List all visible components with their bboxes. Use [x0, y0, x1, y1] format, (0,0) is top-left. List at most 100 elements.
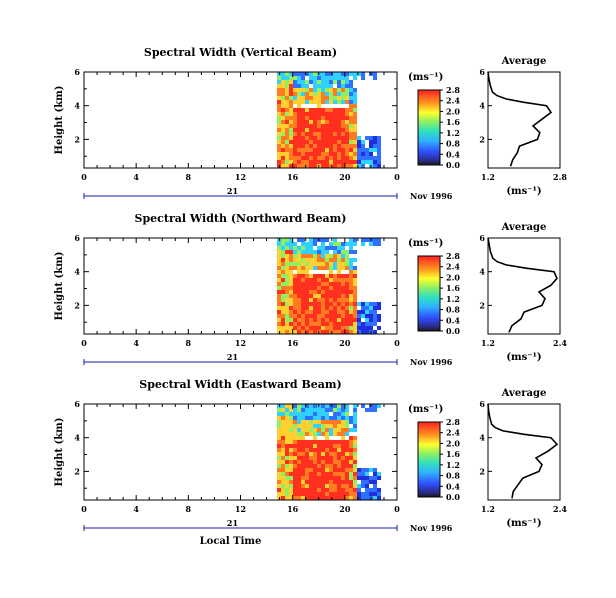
heatmap-cell — [297, 294, 301, 298]
heatmap-cell — [297, 148, 301, 152]
heatmap-cell — [321, 440, 325, 444]
heatmap-cell — [345, 492, 349, 496]
heatmap-cell — [321, 306, 325, 310]
heatmap-cell — [329, 88, 333, 92]
heatmap-cell — [341, 298, 345, 302]
heatmap-cell — [285, 302, 289, 306]
heatmap-cell — [289, 262, 293, 266]
heatmap-cell — [305, 448, 309, 452]
heatmap-cell — [305, 294, 309, 298]
heatmap-cell — [281, 468, 285, 472]
heatmap-cell — [353, 140, 357, 144]
heatmap-cell — [293, 496, 297, 500]
heatmap-cell — [301, 318, 305, 322]
heatmap-cell — [317, 452, 321, 456]
heatmap-cell — [281, 326, 285, 330]
heatmap-cell — [361, 242, 365, 246]
heatmap-cell — [321, 76, 325, 80]
heatmap-cell — [293, 274, 297, 278]
heatmap-cell — [301, 460, 305, 464]
heatmap-cell — [345, 286, 349, 290]
heatmap-cell — [329, 496, 333, 500]
heatmap-cell — [301, 84, 305, 88]
heatmap-cell — [313, 496, 317, 500]
heatmap-cell — [301, 436, 305, 440]
heatmap-cell — [321, 476, 325, 480]
heatmap-cell — [289, 314, 293, 318]
heatmap-cell — [337, 420, 341, 424]
heatmap-cell — [289, 496, 293, 500]
heatmap-cell — [297, 448, 301, 452]
heatmap-cell — [333, 160, 337, 164]
colorbar-tick-label: 1.6 — [446, 283, 460, 293]
heatmap-cell — [341, 448, 345, 452]
heatmap-cell — [293, 258, 297, 262]
heatmap-cell — [277, 164, 281, 168]
heatmap-cell — [337, 302, 341, 306]
heatmap-cell — [341, 116, 345, 120]
heatmap-cell — [369, 314, 373, 318]
heatmap-cell — [297, 246, 301, 250]
heatmap-cell — [329, 116, 333, 120]
heatmap-cell — [281, 436, 285, 440]
heatmap-cell — [301, 262, 305, 266]
heatmap-cell — [365, 326, 369, 330]
heatmap-cell — [289, 270, 293, 274]
heatmap-cell — [325, 108, 329, 112]
colorbar-tick-label: 2.4 — [446, 262, 460, 272]
heatmap-cell — [353, 416, 357, 420]
heatmap-cell — [349, 468, 353, 472]
heatmap-cell — [277, 112, 281, 116]
heatmap-cell — [341, 322, 345, 326]
heatmap-cell — [297, 124, 301, 128]
heatmap-cell — [305, 116, 309, 120]
heatmap-cell — [277, 440, 281, 444]
heatmap-cell — [341, 420, 345, 424]
heatmap-cell — [301, 242, 305, 246]
heatmap-cell — [313, 120, 317, 124]
heatmap-cell — [333, 318, 337, 322]
heatmap-cell — [297, 428, 301, 432]
heatmap-cell — [337, 132, 341, 136]
heatmap-cell — [365, 492, 369, 496]
panel-3: Spectral Width (Eastward Beam)0 4 8 12 16 20 0… — [54, 378, 567, 547]
heatmap-cell — [325, 326, 329, 330]
heatmap-cell — [353, 468, 357, 472]
heatmap-cell — [309, 242, 313, 246]
heatmap-cell — [289, 294, 293, 298]
heatmap-cell — [297, 480, 301, 484]
heatmap-cell — [309, 404, 313, 408]
heatmap-cell — [297, 492, 301, 496]
heatmap-cell — [353, 480, 357, 484]
heatmap-cell — [289, 104, 293, 108]
heatmap-cell — [281, 460, 285, 464]
heatmap-cell — [333, 460, 337, 464]
heatmap-cell — [281, 164, 285, 168]
heatmap-cell — [337, 432, 341, 436]
heatmap-cell — [285, 262, 289, 266]
heatmap-cell — [317, 428, 321, 432]
heatmap-cell — [301, 258, 305, 262]
heatmap-cell — [289, 476, 293, 480]
heatmap-cell — [337, 452, 341, 456]
heatmap-cell — [281, 464, 285, 468]
heatmap-cell — [309, 160, 313, 164]
heatmap-cell — [305, 416, 309, 420]
heatmap-cell — [317, 76, 321, 80]
heatmap-cell — [305, 444, 309, 448]
heatmap-cell — [277, 100, 281, 104]
heatmap-cell — [317, 128, 321, 132]
heatmap-cell — [281, 140, 285, 144]
heatmap-cell — [345, 262, 349, 266]
heatmap-cell — [365, 488, 369, 492]
heatmap-cell — [337, 282, 341, 286]
heatmap-cell — [313, 124, 317, 128]
heatmap-cell — [285, 496, 289, 500]
heatmap-cell — [353, 460, 357, 464]
profile-x-tick-label: 2.4 — [553, 504, 567, 514]
heatmap-cell — [277, 84, 281, 88]
heatmap-cell — [293, 286, 297, 290]
heatmap-cell — [313, 428, 317, 432]
heatmap-cell — [305, 72, 309, 76]
colorbar-tick-label: 0.0 — [446, 326, 460, 336]
